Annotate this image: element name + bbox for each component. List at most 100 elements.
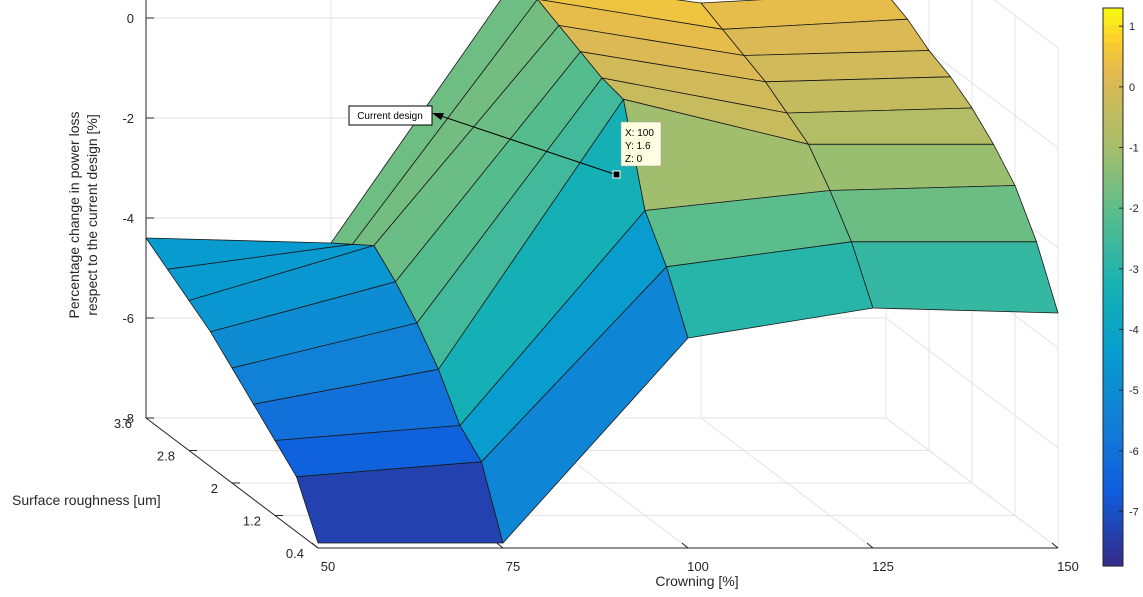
colorbar-segment <box>1103 191 1123 201</box>
z-tick-label: -6 <box>122 311 134 326</box>
x-tick-mark <box>681 542 689 549</box>
colorbar-segment <box>1103 539 1123 550</box>
colorbar-segment <box>1103 225 1123 236</box>
colorbar-segment <box>1103 330 1123 340</box>
z-axis-label-line2: respect to the current design [%] <box>84 114 100 316</box>
colorbar-segment <box>1103 339 1123 349</box>
colorbar-segment <box>1103 156 1123 166</box>
x-tick-label: 150 <box>1057 559 1079 574</box>
colorbar-segment <box>1103 321 1123 332</box>
colorbar-segment <box>1103 16 1123 27</box>
surface-patch <box>808 143 1016 191</box>
colorbar-segment <box>1103 295 1123 306</box>
colorbar-segment <box>1103 409 1123 419</box>
datatip-z: Z: 0 <box>625 154 643 165</box>
annotation-box <box>348 105 433 126</box>
x-axis-label: Crowning [%] <box>655 573 738 589</box>
annotation-arrow-line <box>437 114 618 176</box>
colorbar-segment <box>1103 443 1123 454</box>
surface-patch <box>786 107 994 145</box>
colorbar-segment <box>1103 121 1123 131</box>
y-axis-label: Surface roughness [um] <box>12 492 161 508</box>
colorbar-segment <box>1103 417 1123 428</box>
colorbar-tick-label: 0 <box>1129 82 1135 94</box>
colorbar-tick-label: -1 <box>1129 143 1139 155</box>
colorbar-segment <box>1103 182 1123 192</box>
x-tick-label: 75 <box>506 559 520 574</box>
datatip-marker <box>612 170 621 179</box>
x-tick-label: 100 <box>687 559 709 574</box>
colorbar-segment <box>1103 461 1123 471</box>
colorbar-segment <box>1103 435 1123 445</box>
datatip-layer: Current design X: 100 Y: 1.6 Z: 0 <box>348 105 662 179</box>
colorbar-segment <box>1103 304 1123 314</box>
colorbar-segment <box>1103 348 1123 358</box>
y-tick-label: 2.8 <box>157 449 175 464</box>
colorbar-segment <box>1103 243 1123 253</box>
colorbar-segment <box>1103 287 1123 297</box>
colorbar-tick-label: -2 <box>1129 203 1139 215</box>
surface-patch <box>296 461 504 544</box>
colorbar-segment <box>1103 496 1123 506</box>
colorbar-segment <box>1103 548 1123 558</box>
colorbar-tick-label: -3 <box>1129 264 1139 276</box>
colorbar-segment <box>1103 77 1123 88</box>
colorbar-tick-label: -6 <box>1129 446 1139 458</box>
colorbar-segment <box>1103 208 1123 218</box>
colorbar-segment <box>1103 112 1123 122</box>
colorbar-segment <box>1103 504 1123 515</box>
colorbar-segment <box>1103 138 1123 149</box>
x-tick-label: 125 <box>872 559 894 574</box>
colorbar-segment <box>1103 199 1123 210</box>
x-tick-mark <box>866 542 874 549</box>
colorbar-segment <box>1103 478 1123 489</box>
x-tick-mark <box>311 542 319 549</box>
z-axis-label-line1: Percentage change in power loss <box>66 111 82 318</box>
colorbar-tick-label: -4 <box>1129 324 1139 336</box>
colorbar-segment <box>1103 356 1123 367</box>
annotation-text: Current design <box>357 111 423 122</box>
colorbar-segment <box>1103 147 1123 157</box>
colorbar-frame <box>1102 7 1124 567</box>
colorbar-segment <box>1103 391 1123 401</box>
colorbar-segment <box>1103 217 1123 227</box>
y-tick-label: 2 <box>211 481 218 496</box>
colorbar-tick-label: -7 <box>1129 506 1139 518</box>
colorbar-segment <box>1103 487 1123 497</box>
colorbar-segment <box>1103 34 1123 44</box>
y-tick-label: 0.4 <box>286 546 304 561</box>
z-tick-label: -2 <box>122 111 134 126</box>
axis-labels-layer: Crowning [%] Surface roughness [um] Perc… <box>12 11 1079 589</box>
colorbar-segment <box>1103 374 1123 384</box>
y-tick-label: 1.2 <box>243 514 261 529</box>
colorbar-tick-label: -5 <box>1129 385 1139 397</box>
datatip-box <box>620 121 662 167</box>
colorbar-segment <box>1103 60 1123 70</box>
datatip-x: X: 100 <box>625 128 654 139</box>
colorbar-segment <box>1103 42 1123 53</box>
colorbar-segment <box>1103 365 1123 375</box>
colorbar-segment <box>1103 400 1123 410</box>
colorbar-segment <box>1103 234 1123 245</box>
colorbar: 1 0 -1 -2 -3 -4 -5 -6 -7 <box>1102 7 1139 567</box>
colorbar-segment <box>1103 513 1123 524</box>
y-tick-label: 3.6 <box>114 416 132 431</box>
z-tick-label: -4 <box>122 211 134 226</box>
colorbar-segment <box>1103 531 1123 541</box>
surface-patch <box>765 76 973 114</box>
z-tick-label: 0 <box>127 11 134 26</box>
surface-patch <box>851 241 1059 314</box>
surface-patch <box>743 50 951 83</box>
colorbar-segment <box>1103 164 1123 175</box>
colorbar-segment <box>1103 260 1123 271</box>
colorbar-segment <box>1103 86 1123 96</box>
colorbar-segment <box>1103 25 1123 35</box>
colorbar-segment <box>1103 470 1123 480</box>
colorbar-segment <box>1103 452 1123 462</box>
annotation-arrow-head <box>432 113 444 120</box>
colorbar-segment <box>1103 69 1123 79</box>
grid-line-side-z <box>885 317 1059 449</box>
colorbar-segment <box>1103 382 1123 393</box>
colorbar-segment <box>1103 51 1123 61</box>
